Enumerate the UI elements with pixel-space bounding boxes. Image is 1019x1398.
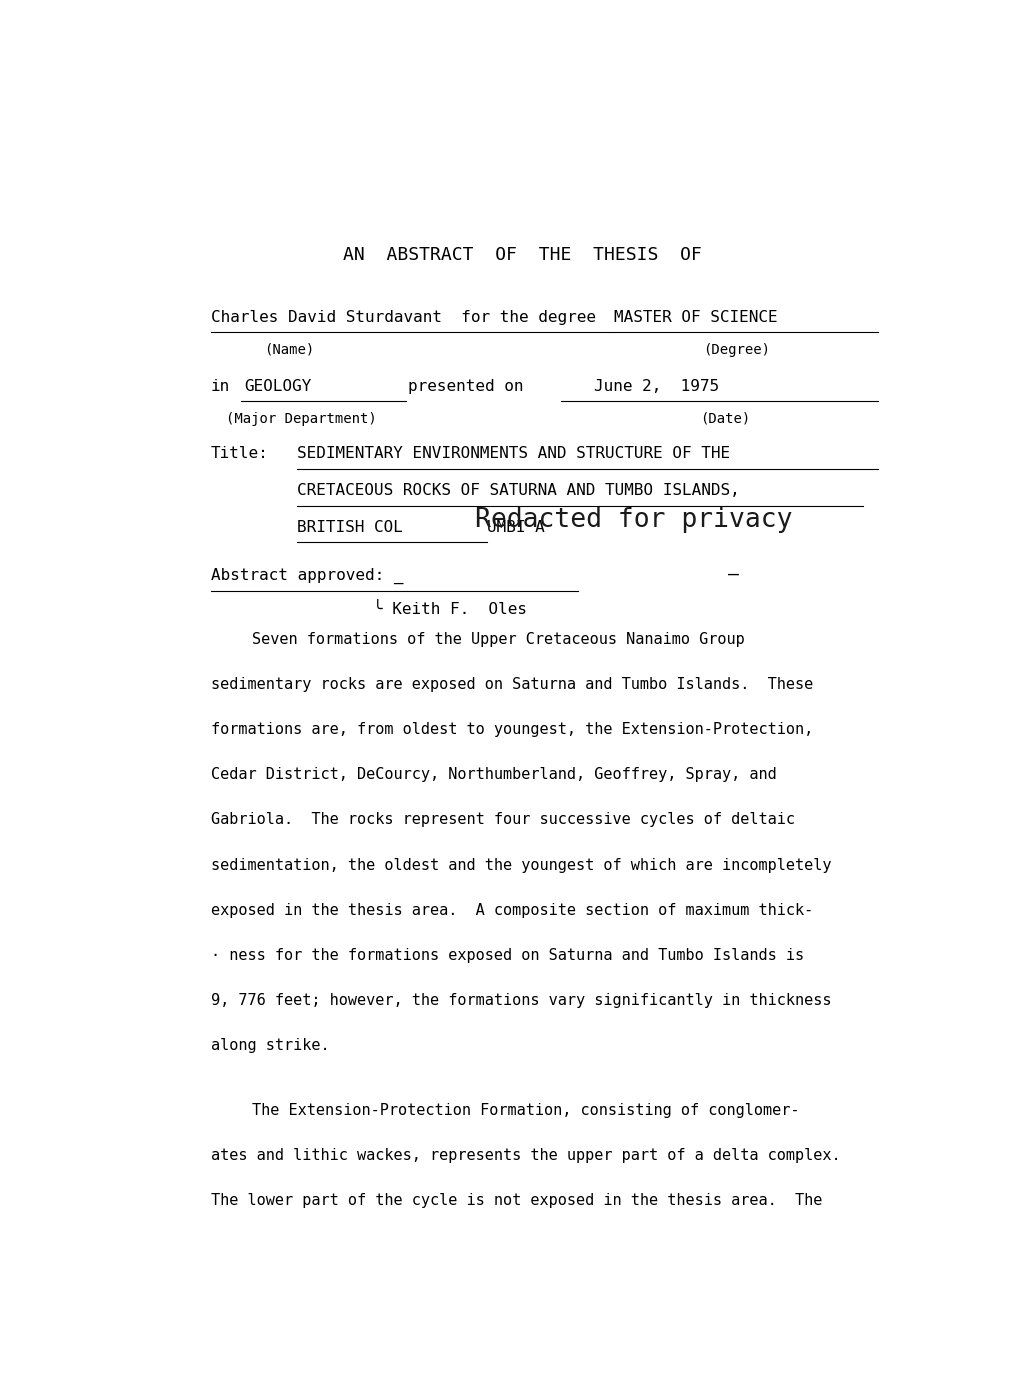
Text: Abstract approved: _: Abstract approved: _ [210,568,403,584]
Text: ates and lithic wackes, represents the upper part of a delta complex.: ates and lithic wackes, represents the u… [210,1148,840,1163]
Text: Title:: Title: [210,446,268,461]
Text: The lower part of the cycle is not exposed in the thesis area.  The: The lower part of the cycle is not expos… [210,1194,821,1208]
Text: UMBI A: UMBI A [487,520,544,534]
Text: CRETACEOUS ROCKS OF SATURNA AND TUMBO ISLANDS,: CRETACEOUS ROCKS OF SATURNA AND TUMBO IS… [298,482,740,498]
Text: Charles David Sturdavant  for the degree: Charles David Sturdavant for the degree [210,310,595,324]
Text: (Name): (Name) [264,343,315,356]
Text: ╰ Keith F.  Oles: ╰ Keith F. Oles [372,603,526,618]
Text: GEOLOGY: GEOLOGY [245,379,312,394]
Text: sedimentation, the oldest and the youngest of which are incompletely: sedimentation, the oldest and the younge… [210,857,830,872]
Text: 9, 776 feet; however, the formations vary significantly in thickness: 9, 776 feet; however, the formations var… [210,993,830,1008]
Text: Gabriola.  The rocks represent four successive cycles of deltaic: Gabriola. The rocks represent four succe… [210,812,794,828]
Text: formations are, from oldest to youngest, the Extension-Protection,: formations are, from oldest to youngest,… [210,721,812,737]
Text: BRITISH COL: BRITISH COL [298,520,403,534]
Text: MASTER OF SCIENCE: MASTER OF SCIENCE [613,310,776,324]
Text: Redacted for privacy: Redacted for privacy [475,507,792,533]
Text: presented on: presented on [408,379,523,394]
Text: Seven formations of the Upper Cretaceous Nanaimo Group: Seven formations of the Upper Cretaceous… [252,632,745,646]
Text: (Date): (Date) [699,412,750,426]
Text: exposed in the thesis area.  A composite section of maximum thick-: exposed in the thesis area. A composite … [210,903,812,918]
Text: —: — [728,566,739,584]
Text: AN  ABSTRACT  OF  THE  THESIS  OF: AN ABSTRACT OF THE THESIS OF [343,246,701,264]
Text: June 2,  1975: June 2, 1975 [593,379,718,394]
Text: Cedar District, DeCourcy, Northumberland, Geoffrey, Spray, and: Cedar District, DeCourcy, Northumberland… [210,768,775,783]
Text: (Major Department): (Major Department) [226,412,376,426]
Text: (Degree): (Degree) [702,343,769,356]
Text: in: in [210,379,229,394]
Text: along strike.: along strike. [210,1039,329,1054]
Text: SEDIMENTARY ENVIRONMENTS AND STRUCTURE OF THE: SEDIMENTARY ENVIRONMENTS AND STRUCTURE O… [298,446,730,461]
Text: · ness for the formations exposed on Saturna and Tumbo Islands is: · ness for the formations exposed on Sat… [210,948,803,963]
Text: sedimentary rocks are exposed on Saturna and Tumbo Islands.  These: sedimentary rocks are exposed on Saturna… [210,677,812,692]
Text: The Extension-Protection Formation, consisting of conglomer-: The Extension-Protection Formation, cons… [252,1103,799,1118]
